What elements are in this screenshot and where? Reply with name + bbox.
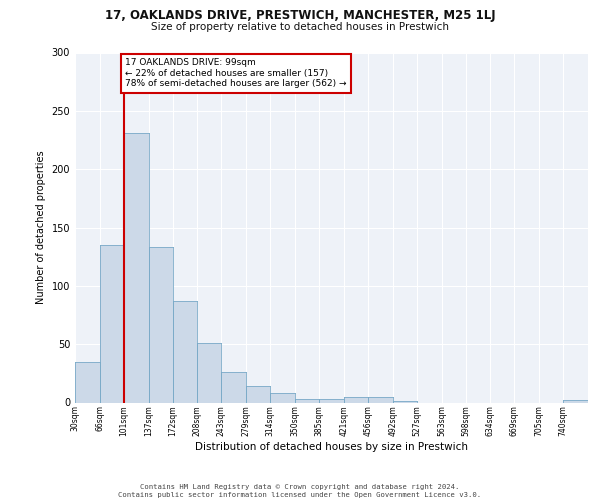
Text: 17, OAKLANDS DRIVE, PRESTWICH, MANCHESTER, M25 1LJ: 17, OAKLANDS DRIVE, PRESTWICH, MANCHESTE… — [104, 9, 496, 22]
Text: 17 OAKLANDS DRIVE: 99sqm
← 22% of detached houses are smaller (157)
78% of semi-: 17 OAKLANDS DRIVE: 99sqm ← 22% of detach… — [125, 58, 347, 88]
X-axis label: Distribution of detached houses by size in Prestwich: Distribution of detached houses by size … — [195, 442, 468, 452]
Text: Contains HM Land Registry data © Crown copyright and database right 2024.
Contai: Contains HM Land Registry data © Crown c… — [118, 484, 482, 498]
Y-axis label: Number of detached properties: Number of detached properties — [36, 150, 46, 304]
Text: Size of property relative to detached houses in Prestwich: Size of property relative to detached ho… — [151, 22, 449, 32]
